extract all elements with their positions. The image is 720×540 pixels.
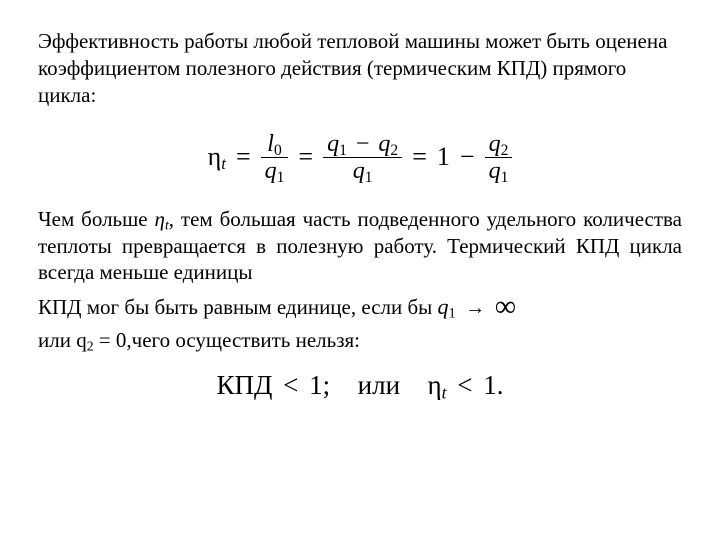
q1b-sub: 1 [501, 169, 509, 186]
one-semi: 1; [309, 370, 330, 400]
intro-paragraph: Эффективность работы любой тепловой маши… [38, 28, 682, 109]
efficiency-equation-block: ηt = l0 q1 = q1 − q2 q1 = 1 − q [38, 131, 682, 184]
fraction-q2-q1: q2 q1 [485, 131, 513, 184]
equals-1: = [234, 142, 253, 172]
frac1-num: l0 [263, 131, 285, 157]
explanation-paragraph: Чем больше ηt, тем большая часть подведе… [38, 206, 682, 287]
q-sym-1: q [265, 158, 277, 184]
lt-1: < [279, 370, 302, 400]
eta2: ηt [428, 370, 447, 400]
one: 1 [437, 142, 450, 172]
efficiency-equation: ηt = l0 q1 = q1 − q2 q1 = 1 − q [208, 131, 513, 184]
p4-sub: 2 [87, 338, 94, 353]
p2-eta-sym: η [155, 207, 165, 231]
condition-line-1: КПД мог бы быть равным единице, если бы … [38, 288, 682, 326]
final-inequality-block: КПД < 1; или ηt < 1. [38, 370, 682, 401]
q1-sym: q [327, 131, 339, 157]
final-inequality: КПД < 1; или ηt < 1. [216, 370, 503, 400]
p4-a: или q [38, 328, 87, 352]
one-dot: 1. [483, 370, 503, 400]
equals-3: = [410, 142, 429, 172]
q1b-sym: q [489, 158, 501, 184]
lt-2: < [453, 370, 476, 400]
p4-b: = 0,чего осуществить нельзя: [94, 328, 360, 352]
frac2-num: q1 − q2 [323, 131, 402, 157]
q2b-sym: q [489, 131, 501, 157]
p3-q-sub: 1 [449, 306, 456, 322]
minus-2: − [458, 142, 477, 172]
q-sym-2: q [353, 158, 365, 184]
l-sym: l [267, 131, 274, 157]
arrow-icon: → [461, 296, 489, 322]
eta2-sym: η [428, 370, 442, 400]
p3-a: КПД мог бы быть равным единице, если бы [38, 295, 438, 319]
ili: или [358, 370, 400, 400]
p2-eta: ηt [155, 207, 169, 231]
equals-2: = [296, 142, 315, 172]
kpd-label: КПД [216, 370, 272, 400]
eta2-sub: t [442, 382, 447, 402]
p3-q: q [438, 294, 449, 319]
fraction-q1q2-q1: q1 − q2 q1 [323, 131, 402, 184]
frac2-den: q1 [349, 158, 377, 184]
eta: η [208, 142, 222, 171]
frac3-den: q1 [485, 158, 513, 184]
frac1-den: q1 [261, 158, 289, 184]
eta-sub: t [221, 154, 226, 173]
infinity-icon: ∞ [495, 290, 516, 323]
q-sub-1: 1 [277, 169, 285, 186]
page: Эффективность работы любой тепловой маши… [0, 0, 720, 540]
minus-1: − [353, 131, 373, 157]
q2-sym: q [378, 131, 390, 157]
condition-line-2: или q2 = 0,чего осуществить нельзя: [38, 327, 682, 354]
frac3-num: q2 [485, 131, 513, 157]
fraction-l0-q1: l0 q1 [261, 131, 289, 184]
p2-a: Чем больше [38, 207, 155, 231]
eta-symbol: ηt [208, 142, 226, 172]
q-sub-2: 1 [365, 169, 373, 186]
q1-to-infinity: q1 → ∞ [438, 294, 517, 319]
intro-text: Эффективность работы любой тепловой маши… [38, 29, 667, 107]
